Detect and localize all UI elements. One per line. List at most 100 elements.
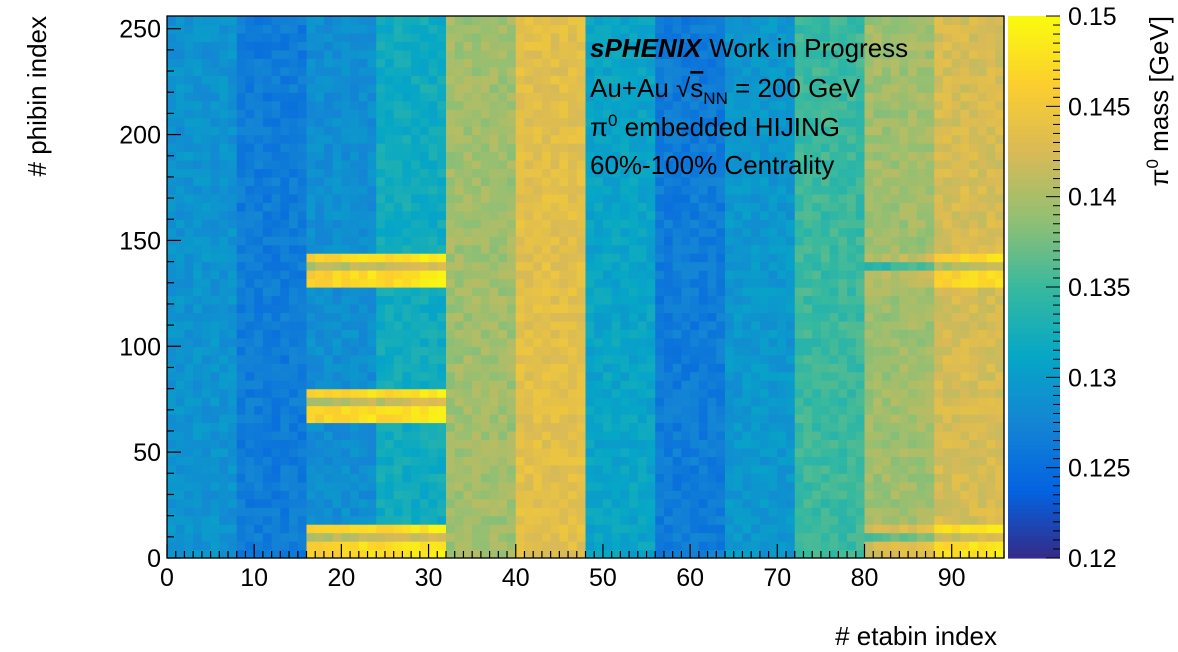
heatmap-cell: [681, 126, 691, 136]
heatmap-cell: [376, 244, 386, 254]
heatmap-cell: [602, 32, 613, 43]
heatmap-cell: [655, 253, 665, 263]
heatmap-cell: [280, 473, 290, 483]
heatmap-cell: [376, 117, 386, 127]
heatmap-cell: [672, 405, 683, 415]
heatmap-cell: [829, 295, 839, 305]
heatmap-cell: [568, 320, 578, 330]
heatmap-cell: [472, 143, 482, 153]
heatmap-cell: [210, 303, 220, 314]
heatmap-cell: [568, 337, 578, 347]
heatmap-cell: [480, 210, 491, 220]
heatmap-cell: [341, 388, 351, 398]
heatmap-cell: [323, 185, 334, 195]
heatmap-cell: [384, 303, 395, 314]
heatmap-cell: [716, 380, 726, 390]
heatmap-cell: [733, 202, 744, 212]
heatmap-cell: [280, 490, 290, 500]
heatmap-cell: [585, 49, 595, 59]
heatmap-cell: [812, 422, 822, 432]
heatmap-cell: [655, 295, 665, 305]
heatmap-cell: [620, 481, 630, 491]
heatmap-cell: [733, 549, 744, 559]
heatmap-cell: [402, 337, 412, 347]
heatmap-cell: [777, 549, 787, 559]
heatmap-cell: [515, 337, 526, 347]
heatmap-cell: [315, 329, 325, 339]
heatmap-cell: [655, 75, 665, 85]
heatmap-cell: [777, 456, 787, 466]
heatmap-cell: [219, 92, 229, 102]
heatmap-cell: [446, 253, 456, 263]
heatmap-cell: [297, 168, 308, 178]
heatmap-cell: [716, 371, 726, 381]
heatmap-cell: [219, 185, 229, 195]
heatmap-cell: [262, 261, 273, 271]
heatmap-cell: [672, 159, 683, 170]
heatmap-cell: [550, 405, 560, 415]
heatmap-cell: [419, 151, 430, 161]
heatmap-cell: [454, 414, 465, 424]
heatmap-cell: [690, 41, 700, 51]
heatmap-cell: [681, 134, 691, 144]
heatmap-cell: [498, 83, 508, 93]
heatmap-cell: [350, 159, 360, 170]
heatmap-cell: [184, 464, 194, 474]
heatmap-cell: [803, 66, 813, 76]
heatmap-cell: [637, 515, 648, 525]
heatmap-cell: [611, 210, 621, 220]
heatmap-cell: [297, 481, 308, 491]
heatmap-cell: [716, 66, 726, 76]
heatmap-cell: [498, 41, 508, 51]
heatmap-cell: [350, 58, 360, 68]
heatmap-cell: [228, 236, 238, 246]
heatmap-cell: [193, 422, 203, 432]
heatmap-cell: [759, 388, 770, 398]
heatmap-cell: [742, 303, 752, 314]
heatmap-cell: [829, 83, 839, 93]
heatmap-cell: [550, 168, 560, 178]
heatmap-cell: [332, 270, 342, 280]
heatmap-cell: [315, 185, 325, 195]
heatmap-cell: [663, 481, 674, 491]
heatmap-cell: [585, 303, 595, 314]
heatmap-cell: [350, 24, 360, 34]
heatmap-cell: [280, 41, 290, 51]
heatmap-cell: [550, 541, 560, 551]
heatmap-cell: [472, 329, 482, 339]
heatmap-cell: [690, 202, 700, 212]
heatmap-cell: [393, 16, 404, 26]
heatmap-cell: [550, 490, 560, 500]
heatmap-cell: [515, 202, 526, 212]
heatmap-cell: [175, 295, 186, 305]
heatmap-cell: [280, 117, 290, 127]
heatmap-cell: [777, 354, 787, 364]
heatmap-cell: [175, 507, 186, 517]
heatmap-cell: [794, 193, 805, 203]
heatmap-cell: [655, 126, 665, 136]
heatmap-cell: [559, 227, 569, 237]
heatmap-cell: [559, 549, 569, 559]
heatmap-cell: [768, 337, 778, 347]
heatmap-cell: [463, 100, 473, 110]
heatmap-cell: [419, 371, 430, 381]
heatmap-cell: [254, 515, 264, 525]
heatmap-cell: [786, 397, 796, 407]
heatmap-cell: [812, 303, 822, 314]
heatmap-cell: [245, 515, 255, 525]
heatmap-cell: [829, 456, 839, 466]
heatmap-cell: [794, 253, 805, 263]
heatmap-cell: [559, 151, 569, 161]
heatmap-cell: [498, 278, 508, 288]
heatmap-cell: [480, 66, 491, 76]
heatmap-cell: [681, 456, 691, 466]
heatmap-cell: [350, 270, 360, 280]
heatmap-cell: [507, 100, 517, 110]
heatmap-cell: [768, 456, 778, 466]
heatmap-cell: [463, 41, 473, 51]
heatmap-cell: [219, 109, 229, 119]
heatmap-cell: [175, 244, 186, 254]
heatmap-cell: [681, 337, 691, 347]
heatmap-cell: [184, 278, 194, 288]
heatmap-cell: [498, 295, 508, 305]
